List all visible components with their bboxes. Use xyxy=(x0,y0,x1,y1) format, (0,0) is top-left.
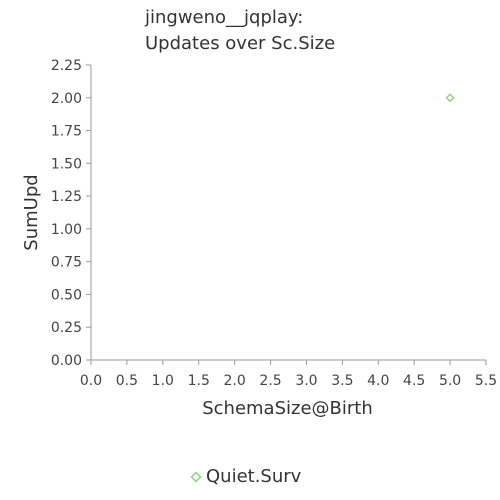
legend-marker-diamond-icon xyxy=(190,470,202,483)
y-tick-label: 1.00 xyxy=(51,222,82,238)
x-axis-title: SchemaSize@Birth xyxy=(202,398,373,419)
x-axis-ticks: 0.0 0.5 1.0 1.5 2.0 2.5 3.0 3.5 4.0 4.5 5.0 5.5 xyxy=(80,360,497,389)
x-tick-label: 0.5 xyxy=(116,373,138,389)
y-tick-label: 0.75 xyxy=(51,255,82,271)
x-tick-label: 1.5 xyxy=(188,373,210,389)
x-tick-label: 5.5 xyxy=(475,373,497,389)
x-tick-label: 5.0 xyxy=(439,373,461,389)
y-tick-label: 0.25 xyxy=(51,320,82,336)
y-axis-title: SumUpd xyxy=(21,174,42,250)
x-tick-label: 0.0 xyxy=(80,373,102,389)
axes xyxy=(90,65,486,361)
legend-label: Quiet.Surv xyxy=(206,466,302,487)
y-tick-label: 2.25 xyxy=(51,58,82,74)
chart-title-line-1: jingweno__jqplay: xyxy=(145,7,304,28)
y-tick-label: 1.75 xyxy=(51,124,82,140)
x-tick-label: 3.5 xyxy=(331,373,353,389)
y-tick-label: 1.50 xyxy=(51,156,82,172)
y-tick-label: 0.50 xyxy=(51,287,82,303)
data-point xyxy=(445,93,455,103)
x-tick-label: 4.5 xyxy=(403,373,425,389)
y-axis-ticks: 0.00 0.25 0.50 0.75 1.00 1.25 1.50 1.75 2.00 2.25 xyxy=(51,58,91,369)
x-tick-label: 2.0 xyxy=(224,373,246,389)
y-tick-label: 0.00 xyxy=(51,353,82,369)
data-points xyxy=(445,93,455,103)
y-tick-label: 1.25 xyxy=(51,189,82,205)
y-tick-label: 2.00 xyxy=(51,91,82,107)
legend: Quiet.Surv xyxy=(190,466,301,487)
x-tick-label: 3.0 xyxy=(295,373,317,389)
x-tick-label: 1.0 xyxy=(152,373,174,389)
x-tick-label: 4.0 xyxy=(367,373,389,389)
chart-title-line-2: Updates over Sc.Size xyxy=(145,33,336,54)
x-tick-label: 2.5 xyxy=(259,373,281,389)
